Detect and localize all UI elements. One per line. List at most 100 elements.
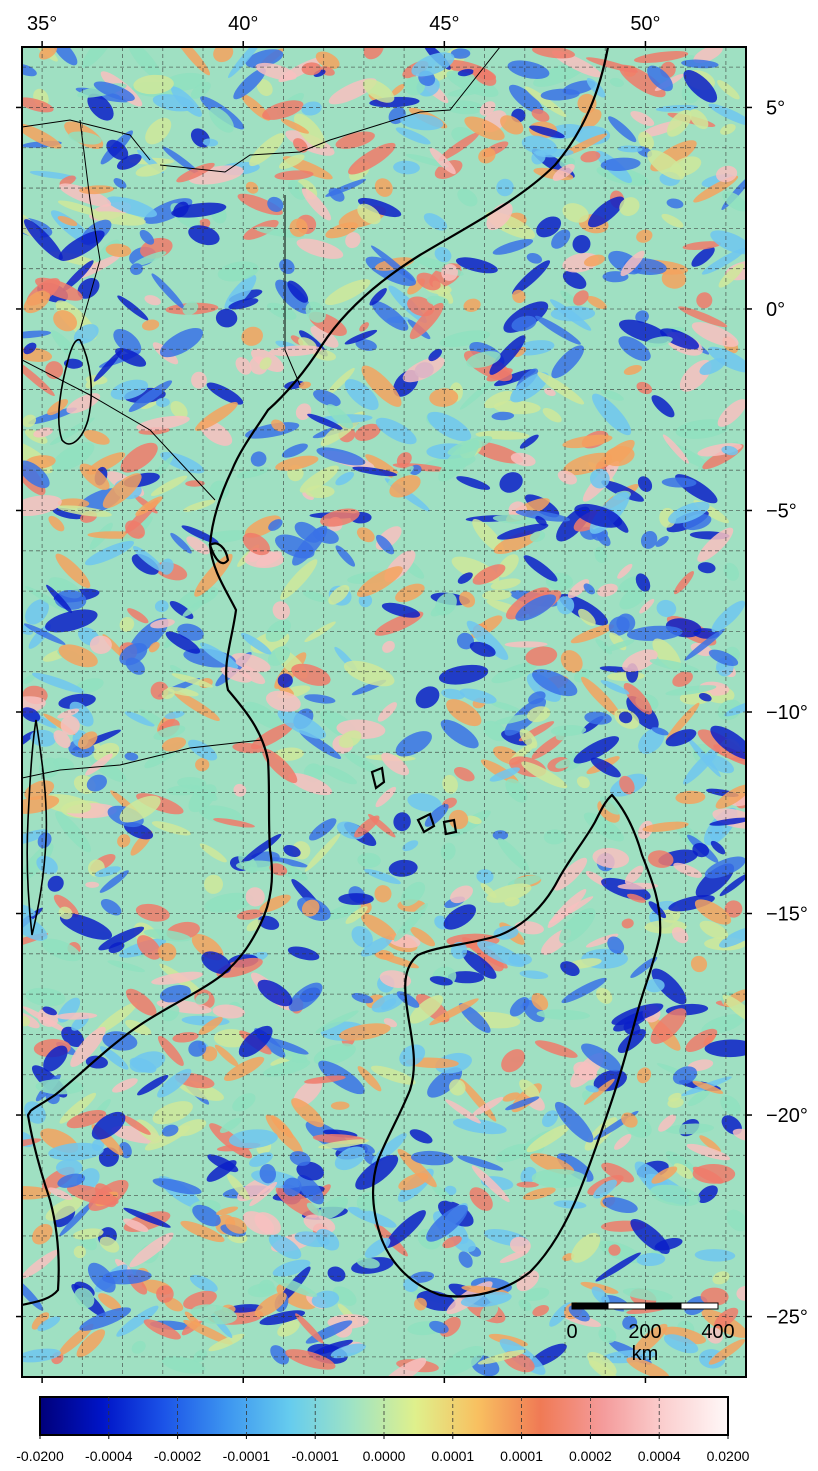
anomaly-streak <box>38 47 58 60</box>
anomaly-streak <box>128 380 173 413</box>
anomaly-streak <box>608 116 637 143</box>
anomaly-streak <box>98 926 145 951</box>
colorbar-label: 0.0004 <box>638 1448 681 1464</box>
scale-label-200: 200 <box>628 1321 661 1343</box>
anomaly-streak <box>348 142 396 175</box>
anomaly-streak <box>306 1202 322 1216</box>
anomaly-streak <box>388 859 418 877</box>
anomaly-streak <box>249 1152 273 1167</box>
anomaly-streak <box>400 113 444 131</box>
anomaly-streak <box>489 335 526 375</box>
anomaly-streak <box>100 898 122 916</box>
country-borders <box>22 47 501 779</box>
anomaly-streak <box>519 1079 540 1099</box>
anomaly-streak <box>600 680 630 695</box>
anomaly-streak <box>199 805 243 824</box>
lake-outline <box>57 338 93 445</box>
map-frame <box>16 41 752 1383</box>
anomaly-streak <box>280 118 309 134</box>
anomaly-streak <box>661 269 687 289</box>
anomaly-streak <box>438 132 480 162</box>
anomaly-streak <box>53 894 79 918</box>
anomaly-streak <box>592 847 630 869</box>
anomaly-streak <box>84 540 135 566</box>
anomaly-streak <box>441 688 465 700</box>
anomaly-streak <box>161 688 175 700</box>
anomaly-streak <box>330 1101 350 1110</box>
anomaly-streak <box>665 1123 715 1135</box>
anomaly-streak <box>623 365 642 375</box>
anomaly-streak <box>261 748 298 784</box>
anomaly-streak <box>429 1320 449 1334</box>
anomaly-streak <box>636 1067 652 1084</box>
anomaly-streak <box>381 602 421 618</box>
anomaly-streak <box>581 676 621 718</box>
anomaly-streak <box>24 780 55 801</box>
anomaly-streak <box>242 532 270 556</box>
anomaly-streak <box>409 995 444 1024</box>
anomaly-streak <box>471 1165 510 1203</box>
anomaly-streak <box>249 133 285 167</box>
anomaly-streak <box>232 1093 256 1112</box>
anomaly-streak <box>464 116 505 141</box>
anomaly-streak <box>57 505 112 517</box>
anomaly-streak <box>428 348 443 362</box>
anomaly-streak <box>409 1129 433 1144</box>
anomaly-streak <box>250 451 267 467</box>
anomaly-streak <box>226 1304 263 1313</box>
anomaly-streak <box>213 818 255 828</box>
latitude-label: 0° <box>766 299 785 321</box>
anomaly-streak <box>402 840 419 852</box>
anomaly-streak <box>192 1204 221 1227</box>
anomaly-streak <box>457 1155 504 1171</box>
border-inland-west <box>79 119 101 331</box>
anomaly-streak <box>684 628 725 661</box>
anomaly-streak <box>154 600 169 613</box>
anomaly-streak <box>282 1177 302 1197</box>
anomaly-streak <box>724 699 746 717</box>
comoros-island-1 <box>370 766 386 790</box>
anomaly-streak <box>387 465 414 486</box>
anomaly-streak <box>99 1046 129 1070</box>
anomaly-streak <box>220 666 252 683</box>
anomaly-streak <box>117 295 149 321</box>
anomaly-streak <box>85 753 113 776</box>
anomaly-streak <box>393 160 420 175</box>
anomaly-streak <box>692 1166 724 1184</box>
anomaly-streak <box>287 280 309 303</box>
anomaly-streak <box>171 673 214 688</box>
anomaly-streak <box>55 811 91 853</box>
anomaly-streak <box>265 619 291 642</box>
anomaly-streak <box>587 1351 617 1376</box>
anomaly-streak <box>626 1357 670 1377</box>
anomaly-streak <box>269 863 288 876</box>
scale-label-400: 400 <box>701 1321 734 1343</box>
anomaly-streak <box>303 1214 336 1234</box>
anomaly-streak <box>213 47 234 63</box>
anomaly-streak <box>291 663 331 686</box>
anomaly-streak <box>476 869 494 884</box>
anomaly-streak <box>194 402 238 431</box>
anomaly-streak <box>526 1123 571 1153</box>
anomaly-streak <box>712 1271 730 1285</box>
anomaly-streak <box>305 301 326 323</box>
anomaly-streak <box>318 1196 349 1220</box>
anomaly-streak <box>619 197 640 217</box>
anomaly-streak <box>668 501 710 524</box>
anomaly-streak <box>37 1316 61 1332</box>
anomaly-streak <box>105 243 132 257</box>
anomaly-streak <box>697 527 734 562</box>
latitude-label: −10° <box>766 702 808 724</box>
anomaly-streak <box>583 1078 615 1105</box>
anomaly-streak <box>280 559 318 600</box>
anomaly-streak <box>661 477 697 488</box>
anomaly-streak <box>268 1234 302 1260</box>
anomaly-streak <box>710 725 746 760</box>
anomaly-streak <box>554 1101 594 1143</box>
anomaly-streak <box>356 527 375 543</box>
anomaly-streak <box>700 1287 729 1306</box>
anomaly-streak <box>247 1283 277 1298</box>
anomaly-streak <box>22 730 36 749</box>
anomaly-streak <box>692 1080 724 1094</box>
anomaly-streak <box>125 520 145 539</box>
